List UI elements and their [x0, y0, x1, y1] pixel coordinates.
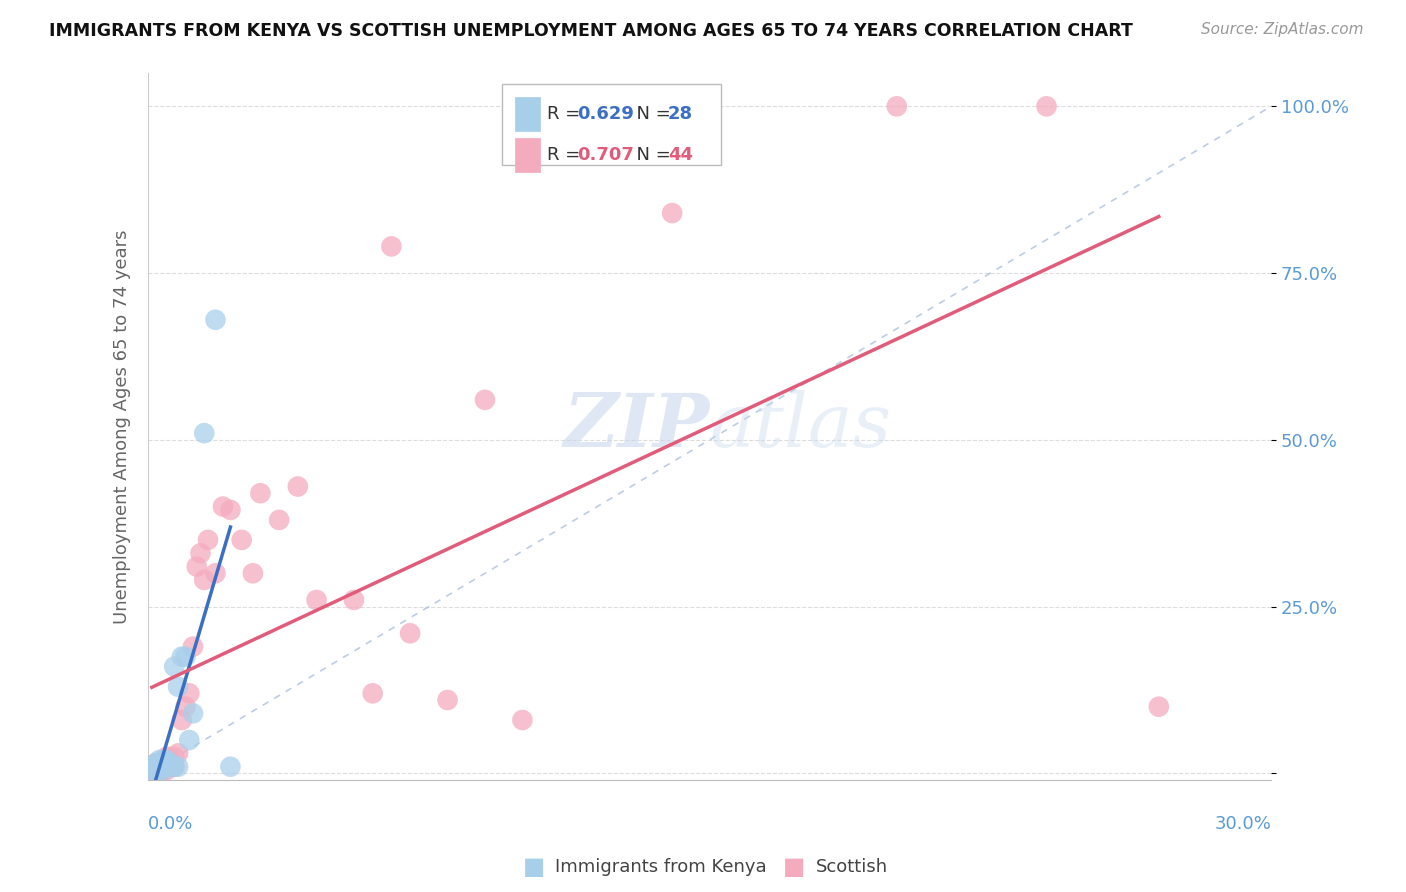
Point: [512, 713, 534, 727]
Point: [156, 753, 179, 767]
Point: [249, 486, 271, 500]
Point: [156, 749, 179, 764]
Point: [145, 763, 167, 777]
Point: [145, 760, 167, 774]
Point: [163, 760, 186, 774]
FancyBboxPatch shape: [502, 84, 721, 165]
Point: [148, 756, 170, 771]
Point: [156, 756, 179, 771]
Point: [163, 749, 186, 764]
Text: 0.707: 0.707: [576, 145, 634, 164]
Point: [159, 756, 181, 771]
Point: [242, 566, 264, 581]
Point: [152, 756, 174, 771]
Point: [148, 763, 170, 777]
Point: [174, 649, 197, 664]
Point: [1147, 699, 1170, 714]
Point: [1035, 99, 1057, 113]
Text: 30.0%: 30.0%: [1215, 815, 1271, 833]
Point: [361, 686, 384, 700]
Point: [167, 680, 190, 694]
Point: [886, 99, 908, 113]
Point: [193, 573, 215, 587]
Point: [167, 747, 190, 761]
Point: [179, 686, 201, 700]
Point: [152, 763, 174, 777]
Point: [156, 763, 179, 777]
Bar: [516, 97, 540, 131]
Text: ZIP: ZIP: [564, 391, 710, 463]
Point: [148, 763, 170, 777]
Point: [219, 503, 242, 517]
Point: [380, 239, 402, 253]
Bar: [516, 137, 540, 171]
Point: [197, 533, 219, 547]
Point: [219, 760, 242, 774]
Point: [343, 593, 366, 607]
Point: [159, 760, 181, 774]
Point: [181, 640, 204, 654]
Text: N =: N =: [626, 145, 676, 164]
Text: Source: ZipAtlas.com: Source: ZipAtlas.com: [1201, 22, 1364, 37]
Point: [141, 760, 163, 774]
Point: [181, 706, 204, 721]
Point: [170, 649, 193, 664]
Point: [170, 713, 193, 727]
Text: Scottish: Scottish: [815, 858, 887, 876]
Point: [474, 392, 496, 407]
Text: 44: 44: [668, 145, 693, 164]
Point: [156, 760, 179, 774]
Text: R =: R =: [547, 105, 586, 123]
Point: [179, 733, 201, 747]
Text: 0.629: 0.629: [576, 105, 634, 123]
Point: [159, 760, 181, 774]
Point: [152, 763, 174, 777]
Point: [141, 763, 163, 777]
Point: [204, 313, 226, 327]
Point: [152, 756, 174, 771]
Point: [436, 693, 458, 707]
Point: [159, 753, 181, 767]
Point: [186, 559, 208, 574]
Point: [661, 206, 683, 220]
Point: [269, 513, 291, 527]
Text: ■: ■: [783, 855, 806, 879]
Text: atlas: atlas: [710, 391, 891, 463]
Text: ■: ■: [523, 855, 546, 879]
Point: [152, 753, 174, 767]
Point: [152, 760, 174, 774]
Point: [204, 566, 226, 581]
Point: [141, 760, 163, 774]
Point: [148, 760, 170, 774]
Y-axis label: Unemployment Among Ages 65 to 74 years: Unemployment Among Ages 65 to 74 years: [114, 229, 131, 624]
Point: [174, 699, 197, 714]
Point: [145, 763, 167, 777]
Point: [190, 546, 212, 560]
Point: [145, 756, 167, 771]
Text: N =: N =: [626, 105, 676, 123]
Point: [141, 763, 163, 777]
Point: [212, 500, 235, 514]
Text: IMMIGRANTS FROM KENYA VS SCOTTISH UNEMPLOYMENT AMONG AGES 65 TO 74 YEARS CORRELA: IMMIGRANTS FROM KENYA VS SCOTTISH UNEMPL…: [49, 22, 1133, 40]
Point: [163, 659, 186, 673]
Point: [163, 760, 186, 774]
Point: [231, 533, 253, 547]
Text: 0.0%: 0.0%: [148, 815, 194, 833]
Text: Immigrants from Kenya: Immigrants from Kenya: [555, 858, 768, 876]
Point: [193, 426, 215, 441]
Point: [148, 753, 170, 767]
Point: [399, 626, 422, 640]
Point: [145, 756, 167, 771]
Point: [167, 760, 190, 774]
Point: [305, 593, 328, 607]
Text: R =: R =: [547, 145, 586, 164]
Point: [287, 479, 309, 493]
Text: 28: 28: [668, 105, 693, 123]
Point: [156, 756, 179, 771]
